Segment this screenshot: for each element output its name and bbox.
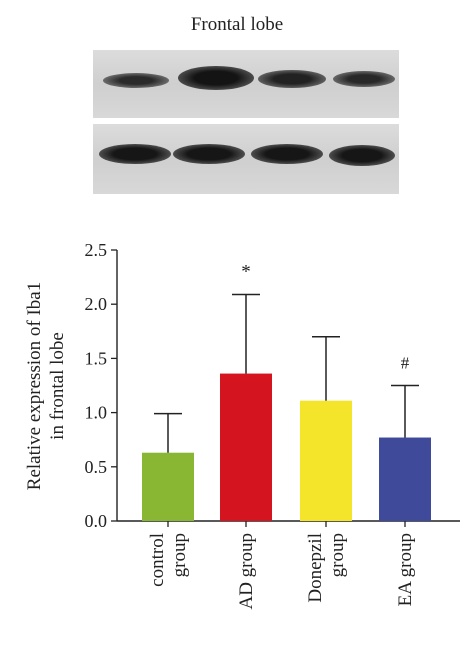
blot-title: Frontal lobe [190, 14, 284, 35]
blot-band [258, 70, 326, 88]
x-tick-label: group [327, 533, 348, 577]
significance-marker: # [401, 354, 410, 373]
bar [142, 452, 194, 521]
y-tick-label: 1.0 [85, 403, 108, 423]
bars: *# [142, 261, 431, 521]
y-tick-label: 0.0 [85, 511, 108, 531]
x-tick-label: Donepzil [305, 533, 326, 603]
bar [220, 373, 272, 521]
blot-band [173, 144, 245, 164]
x-tick-label: group [169, 533, 190, 577]
blot-band [333, 71, 395, 87]
x-tick-label: EA group [395, 533, 416, 606]
blot-band [99, 144, 171, 164]
western-blot-iba1-panel [93, 50, 399, 118]
x-tick-labels: control group AD group Donepzil group EA grou… [147, 533, 416, 610]
y-tick-label: 0.5 [85, 457, 108, 477]
y-axis-label-line: in frontal lobe [47, 332, 68, 440]
blot-band [329, 145, 395, 166]
blot-band [103, 73, 169, 88]
y-tick-label: 2.5 [85, 240, 108, 260]
y-axis-label: Relative expression of Iba1 in frontal lo… [24, 282, 68, 490]
bar [300, 400, 352, 521]
y-tick-label: 2.0 [85, 294, 108, 314]
significance-marker: * [241, 261, 251, 282]
y-axis-label-line: Relative expression of Iba1 [24, 282, 45, 490]
y-tick-label: 1.5 [85, 348, 108, 368]
bar [379, 437, 431, 521]
blot-band [178, 66, 254, 90]
blot-band [251, 144, 323, 164]
western-blot-reference-panel [93, 124, 399, 194]
x-tick-label: AD group [236, 533, 257, 610]
x-tick-label: control [147, 533, 168, 587]
